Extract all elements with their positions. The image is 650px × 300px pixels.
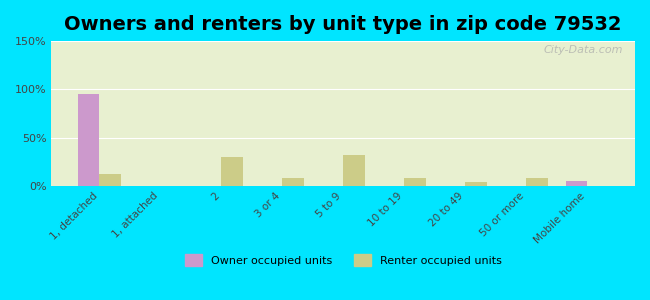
Legend: Owner occupied units, Renter occupied units: Owner occupied units, Renter occupied un… (181, 250, 506, 270)
Bar (566, 181, 587, 186)
Bar (282, 178, 304, 186)
Title: Owners and renters by unit type in zip code 79532: Owners and renters by unit type in zip c… (64, 15, 622, 34)
Bar (404, 178, 426, 186)
Bar (99, 174, 121, 186)
Bar (221, 157, 242, 186)
Bar (465, 182, 487, 186)
Bar (526, 178, 547, 186)
Bar (78, 94, 99, 186)
Text: City-Data.com: City-Data.com (544, 46, 623, 56)
Bar (343, 155, 365, 186)
